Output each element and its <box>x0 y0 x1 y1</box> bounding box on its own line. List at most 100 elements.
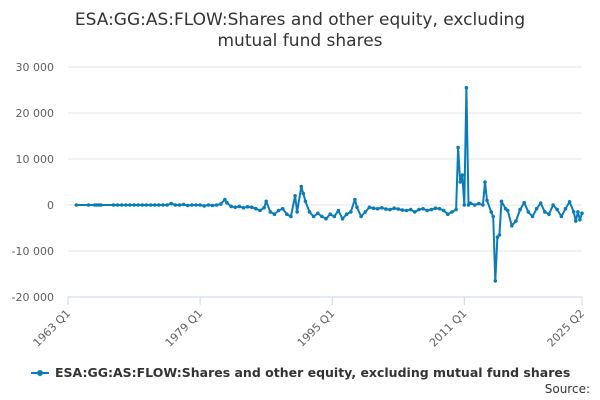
data-point[interactable] <box>497 233 502 237</box>
data-point[interactable] <box>472 203 477 207</box>
legend[interactable]: ESA:GG:AS:FLOW:Shares and other equity, … <box>31 365 570 380</box>
data-point[interactable] <box>547 212 551 216</box>
data-point[interactable] <box>328 212 333 216</box>
data-point[interactable] <box>140 203 145 207</box>
data-point[interactable] <box>380 206 384 210</box>
data-point[interactable] <box>437 206 442 211</box>
data-point[interactable] <box>514 219 518 223</box>
data-point[interactable] <box>324 217 328 221</box>
data-point[interactable] <box>421 206 425 211</box>
data-point[interactable] <box>458 180 463 184</box>
data-point[interactable] <box>375 206 380 211</box>
data-point[interactable] <box>119 203 124 207</box>
data-point[interactable] <box>169 201 173 206</box>
data-point[interactable] <box>388 207 392 212</box>
data-point[interactable] <box>223 197 227 202</box>
data-point[interactable] <box>320 214 324 219</box>
data-point[interactable] <box>194 203 198 207</box>
data-point[interactable] <box>136 203 140 207</box>
data-point[interactable] <box>454 207 458 212</box>
data-point[interactable] <box>522 200 526 205</box>
data-point[interactable] <box>132 203 136 207</box>
data-point[interactable] <box>115 203 120 207</box>
data-point[interactable] <box>491 214 496 219</box>
data-point[interactable] <box>233 205 237 210</box>
data-point[interactable] <box>353 197 357 202</box>
data-point[interactable] <box>363 210 368 214</box>
data-point[interactable] <box>367 205 372 210</box>
data-point[interactable] <box>574 219 578 223</box>
data-point[interactable] <box>543 210 547 214</box>
data-point[interactable] <box>571 210 576 214</box>
data-point[interactable] <box>303 199 308 204</box>
data-point[interactable] <box>483 180 487 184</box>
data-point[interactable] <box>460 173 465 177</box>
data-point[interactable] <box>355 205 359 210</box>
data-point[interactable] <box>185 203 190 208</box>
data-point[interactable] <box>580 211 584 216</box>
data-point[interactable] <box>210 203 215 208</box>
data-point[interactable] <box>481 203 485 207</box>
data-point[interactable] <box>301 191 306 196</box>
data-point[interactable] <box>237 204 242 209</box>
data-point[interactable] <box>254 206 258 211</box>
data-point[interactable] <box>526 210 531 214</box>
data-point[interactable] <box>285 212 289 216</box>
data-point[interactable] <box>499 199 504 204</box>
data-point[interactable] <box>124 203 128 207</box>
data-point[interactable] <box>245 205 250 209</box>
data-point[interactable] <box>311 214 316 219</box>
data-point[interactable] <box>464 85 469 90</box>
data-point[interactable] <box>576 210 580 214</box>
data-point[interactable] <box>534 206 539 211</box>
data-point[interactable] <box>316 211 320 216</box>
data-point[interactable] <box>359 214 363 219</box>
data-point[interactable] <box>489 210 494 214</box>
data-point[interactable] <box>173 203 178 207</box>
data-point[interactable] <box>280 206 285 211</box>
data-point[interactable] <box>128 203 132 207</box>
data-point[interactable] <box>157 203 161 207</box>
data-point[interactable] <box>551 203 555 207</box>
data-point[interactable] <box>181 202 186 207</box>
data-point[interactable] <box>510 223 514 228</box>
data-point[interactable] <box>468 201 473 205</box>
data-point[interactable] <box>229 204 233 209</box>
data-point[interactable] <box>425 208 430 213</box>
data-point[interactable] <box>400 208 405 212</box>
data-point[interactable] <box>190 203 194 207</box>
data-point[interactable] <box>249 205 254 210</box>
data-point[interactable] <box>299 184 304 189</box>
data-point[interactable] <box>518 207 522 212</box>
data-point[interactable] <box>392 206 397 210</box>
data-point[interactable] <box>578 217 582 222</box>
data-point[interactable] <box>349 210 353 214</box>
data-point[interactable] <box>214 203 219 207</box>
data-point[interactable] <box>408 207 413 212</box>
data-point[interactable] <box>456 145 460 150</box>
data-point[interactable] <box>144 203 149 207</box>
data-point[interactable] <box>417 207 421 212</box>
data-point[interactable] <box>264 199 269 204</box>
data-point[interactable] <box>258 208 262 213</box>
data-point[interactable] <box>530 214 535 219</box>
data-point[interactable] <box>268 210 273 214</box>
data-point[interactable] <box>450 210 454 214</box>
data-point[interactable] <box>206 203 211 207</box>
data-point[interactable] <box>559 214 564 219</box>
data-point[interactable] <box>293 194 297 198</box>
data-point[interactable] <box>340 217 345 221</box>
data-point[interactable] <box>429 207 434 212</box>
data-point[interactable] <box>86 203 91 207</box>
data-point[interactable] <box>241 206 246 210</box>
data-point[interactable] <box>493 279 498 283</box>
data-point[interactable] <box>276 208 281 213</box>
data-point[interactable] <box>198 203 202 207</box>
data-point[interactable] <box>446 212 450 216</box>
data-point[interactable] <box>485 198 489 203</box>
data-point[interactable] <box>404 208 409 213</box>
data-point[interactable] <box>441 208 446 213</box>
data-point[interactable] <box>567 200 572 204</box>
data-point[interactable] <box>371 206 376 210</box>
data-point[interactable] <box>344 212 349 216</box>
